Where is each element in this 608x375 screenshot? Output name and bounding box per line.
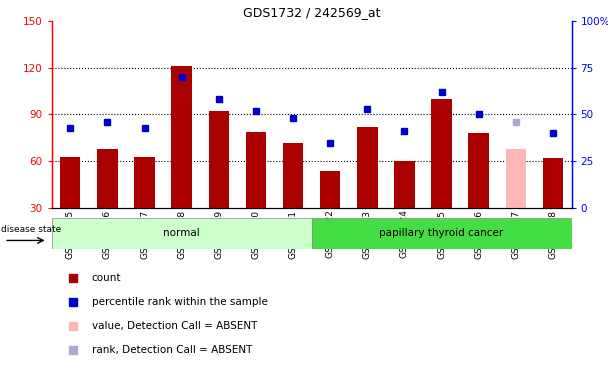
- Bar: [171, 66, 192, 208]
- Bar: [246, 132, 266, 208]
- Bar: [469, 133, 489, 208]
- Bar: [506, 149, 526, 208]
- Text: percentile rank within the sample: percentile rank within the sample: [92, 297, 268, 307]
- Title: GDS1732 / 242569_at: GDS1732 / 242569_at: [243, 6, 381, 20]
- Bar: [134, 157, 154, 208]
- Text: value, Detection Call = ABSENT: value, Detection Call = ABSENT: [92, 321, 257, 331]
- Text: count: count: [92, 273, 121, 284]
- Bar: [431, 99, 452, 208]
- Text: papillary thyroid cancer: papillary thyroid cancer: [379, 228, 503, 238]
- Bar: [311, 217, 572, 249]
- Bar: [60, 157, 80, 208]
- Bar: [283, 142, 303, 208]
- Text: rank, Detection Call = ABSENT: rank, Detection Call = ABSENT: [92, 345, 252, 355]
- Bar: [209, 111, 229, 208]
- Text: disease state: disease state: [1, 225, 61, 234]
- Bar: [97, 149, 117, 208]
- Bar: [357, 127, 378, 208]
- Bar: [52, 217, 311, 249]
- Text: normal: normal: [164, 228, 200, 238]
- Bar: [394, 161, 415, 208]
- Bar: [543, 158, 563, 208]
- Bar: [320, 171, 340, 208]
